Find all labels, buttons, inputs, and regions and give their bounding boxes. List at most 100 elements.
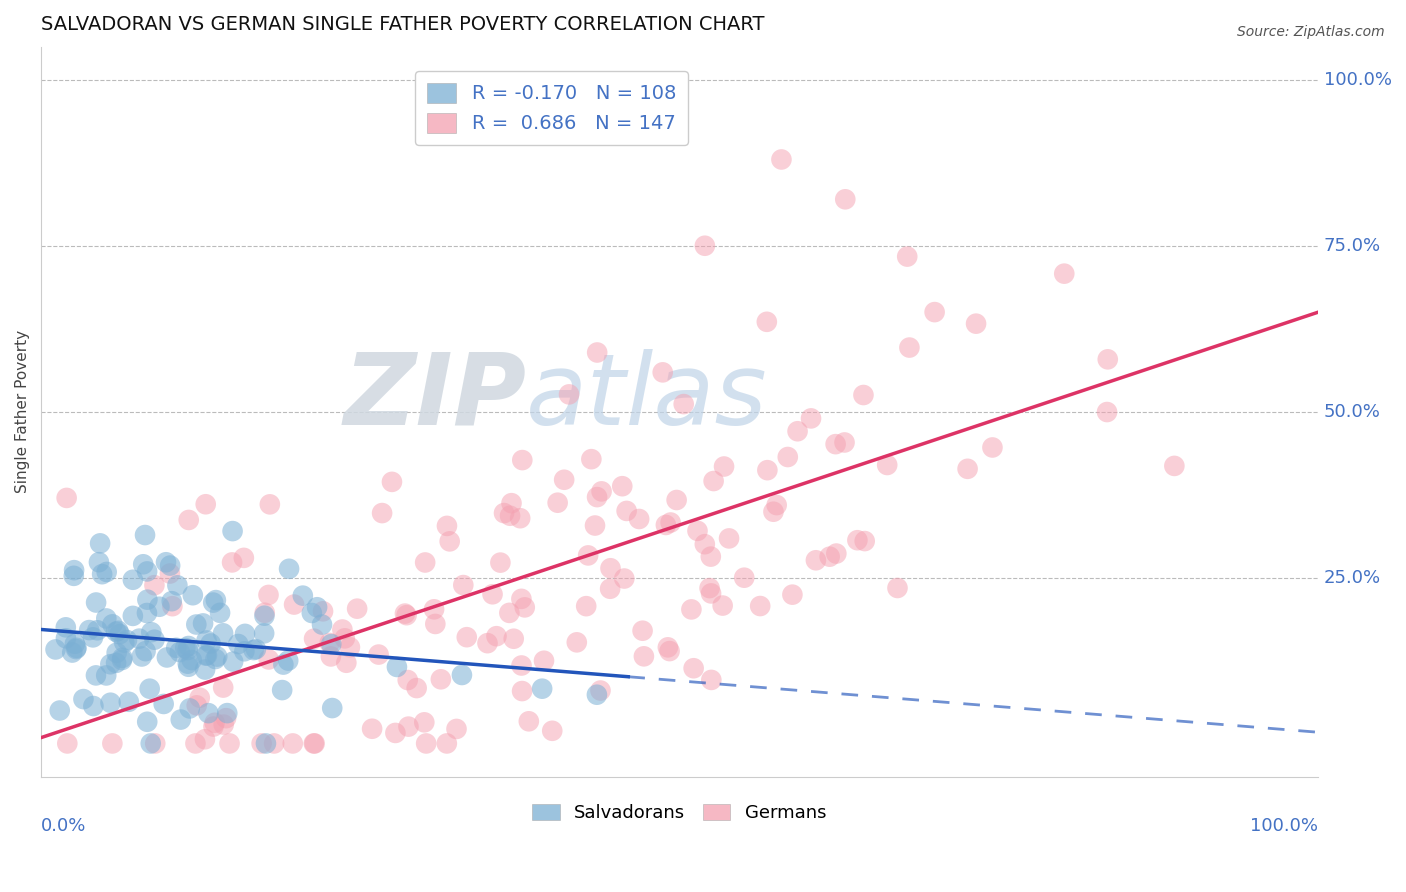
Point [332,623,354,637]
Point [335,656,357,670]
Point [128,632,150,646]
Point [510,658,533,673]
Point [202,596,225,610]
Point [492,506,515,520]
Point [693,537,716,551]
Point [170,713,193,727]
Point [253,608,276,623]
Point [956,462,979,476]
Point [633,649,655,664]
Point [477,636,499,650]
Point [898,341,921,355]
Point [186,698,208,713]
Point [212,681,235,695]
Point [253,606,276,620]
Point [700,673,723,687]
Point [613,572,636,586]
Point [245,642,267,657]
Point [658,644,681,658]
Text: 0.0%: 0.0% [41,817,87,835]
Point [599,582,621,596]
Point [423,602,446,616]
Point [291,589,314,603]
Point [456,630,478,644]
Point [254,736,277,750]
Point [195,648,218,663]
Point [177,639,200,653]
Point [510,591,533,606]
Point [436,519,458,533]
Point [105,656,128,670]
Point [82,631,104,645]
Point [586,345,609,359]
Point [55,620,77,634]
Point [413,715,436,730]
Point [141,625,163,640]
Point [45,642,67,657]
Point [439,534,461,549]
Point [575,599,598,614]
Point [398,720,420,734]
Point [205,649,228,664]
Point [371,506,394,520]
Point [257,588,280,602]
Point [304,736,326,750]
Point [693,238,716,252]
Point [194,663,217,677]
Point [250,736,273,750]
Point [143,578,166,592]
Point [651,365,673,379]
Point [436,736,458,750]
Point [96,668,118,682]
Point [804,553,827,567]
Point [273,657,295,672]
Point [138,681,160,696]
Point [834,192,856,206]
Text: Source: ZipAtlas.com: Source: ZipAtlas.com [1237,25,1385,39]
Text: 50.0%: 50.0% [1324,402,1381,421]
Point [98,657,121,672]
Point [531,681,554,696]
Point [301,606,323,620]
Point [762,505,785,519]
Point [86,624,108,638]
Point [55,491,77,505]
Point [700,586,723,600]
Point [205,593,228,607]
Point [981,441,1004,455]
Point [191,616,214,631]
Point [501,496,523,510]
Point [56,736,79,750]
Text: ZIP: ZIP [343,349,526,445]
Point [1163,458,1185,473]
Point [765,498,787,512]
Point [242,643,264,657]
Point [896,250,918,264]
Point [749,599,772,613]
Point [321,637,343,651]
Point [177,657,200,671]
Point [96,565,118,579]
Point [565,635,588,649]
Point [533,654,555,668]
Point [733,571,755,585]
Point [277,654,299,668]
Point [101,617,124,632]
Point [111,650,134,665]
Point [82,699,104,714]
Point [232,550,254,565]
Point [63,563,86,577]
Point [136,606,159,620]
Point [583,518,606,533]
Point [302,632,325,646]
Point [278,562,301,576]
Point [346,601,368,615]
Point [139,736,162,750]
Point [152,697,174,711]
Point [498,606,520,620]
Point [259,497,281,511]
Point [217,706,239,720]
Point [48,704,70,718]
Point [425,616,447,631]
Point [118,695,141,709]
